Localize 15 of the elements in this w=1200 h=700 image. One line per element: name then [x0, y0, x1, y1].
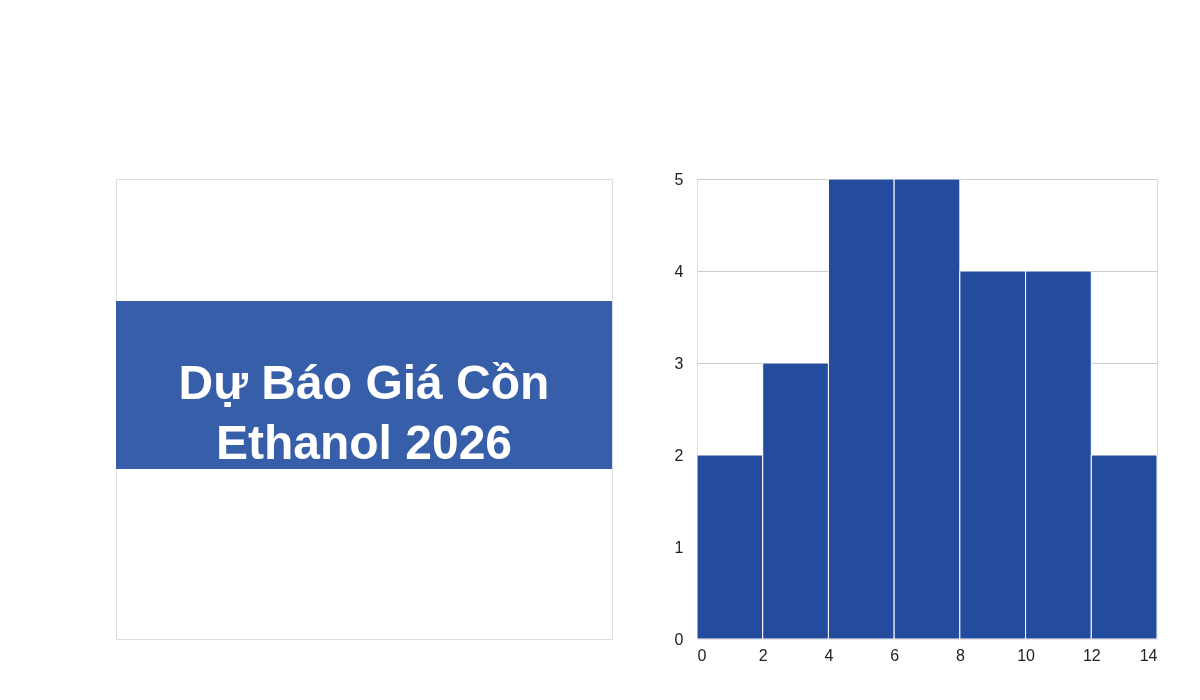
- y-tick-label: 4: [674, 262, 684, 280]
- y-tick-label: 1: [674, 538, 684, 556]
- x-tick-label: 10: [1017, 646, 1036, 664]
- text: Dự Báo Giá Cồn Ethanol 2026: [178, 356, 550, 469]
- x-tick-label: 4: [824, 646, 834, 664]
- x-tick-label: 14: [1139, 646, 1158, 664]
- y-tick-label: 5: [674, 170, 684, 188]
- x-tick-label: 6: [890, 646, 900, 664]
- y-tick-label: 0: [674, 630, 684, 648]
- y-tick-label: 3: [674, 354, 684, 372]
- x-tick-label: 12: [1082, 646, 1101, 664]
- y-tick-label: 2: [674, 446, 684, 464]
- x-tick-label: 2: [758, 646, 768, 664]
- x-tick-label: 8: [955, 646, 965, 664]
- x-tick-label: 0: [697, 646, 707, 664]
